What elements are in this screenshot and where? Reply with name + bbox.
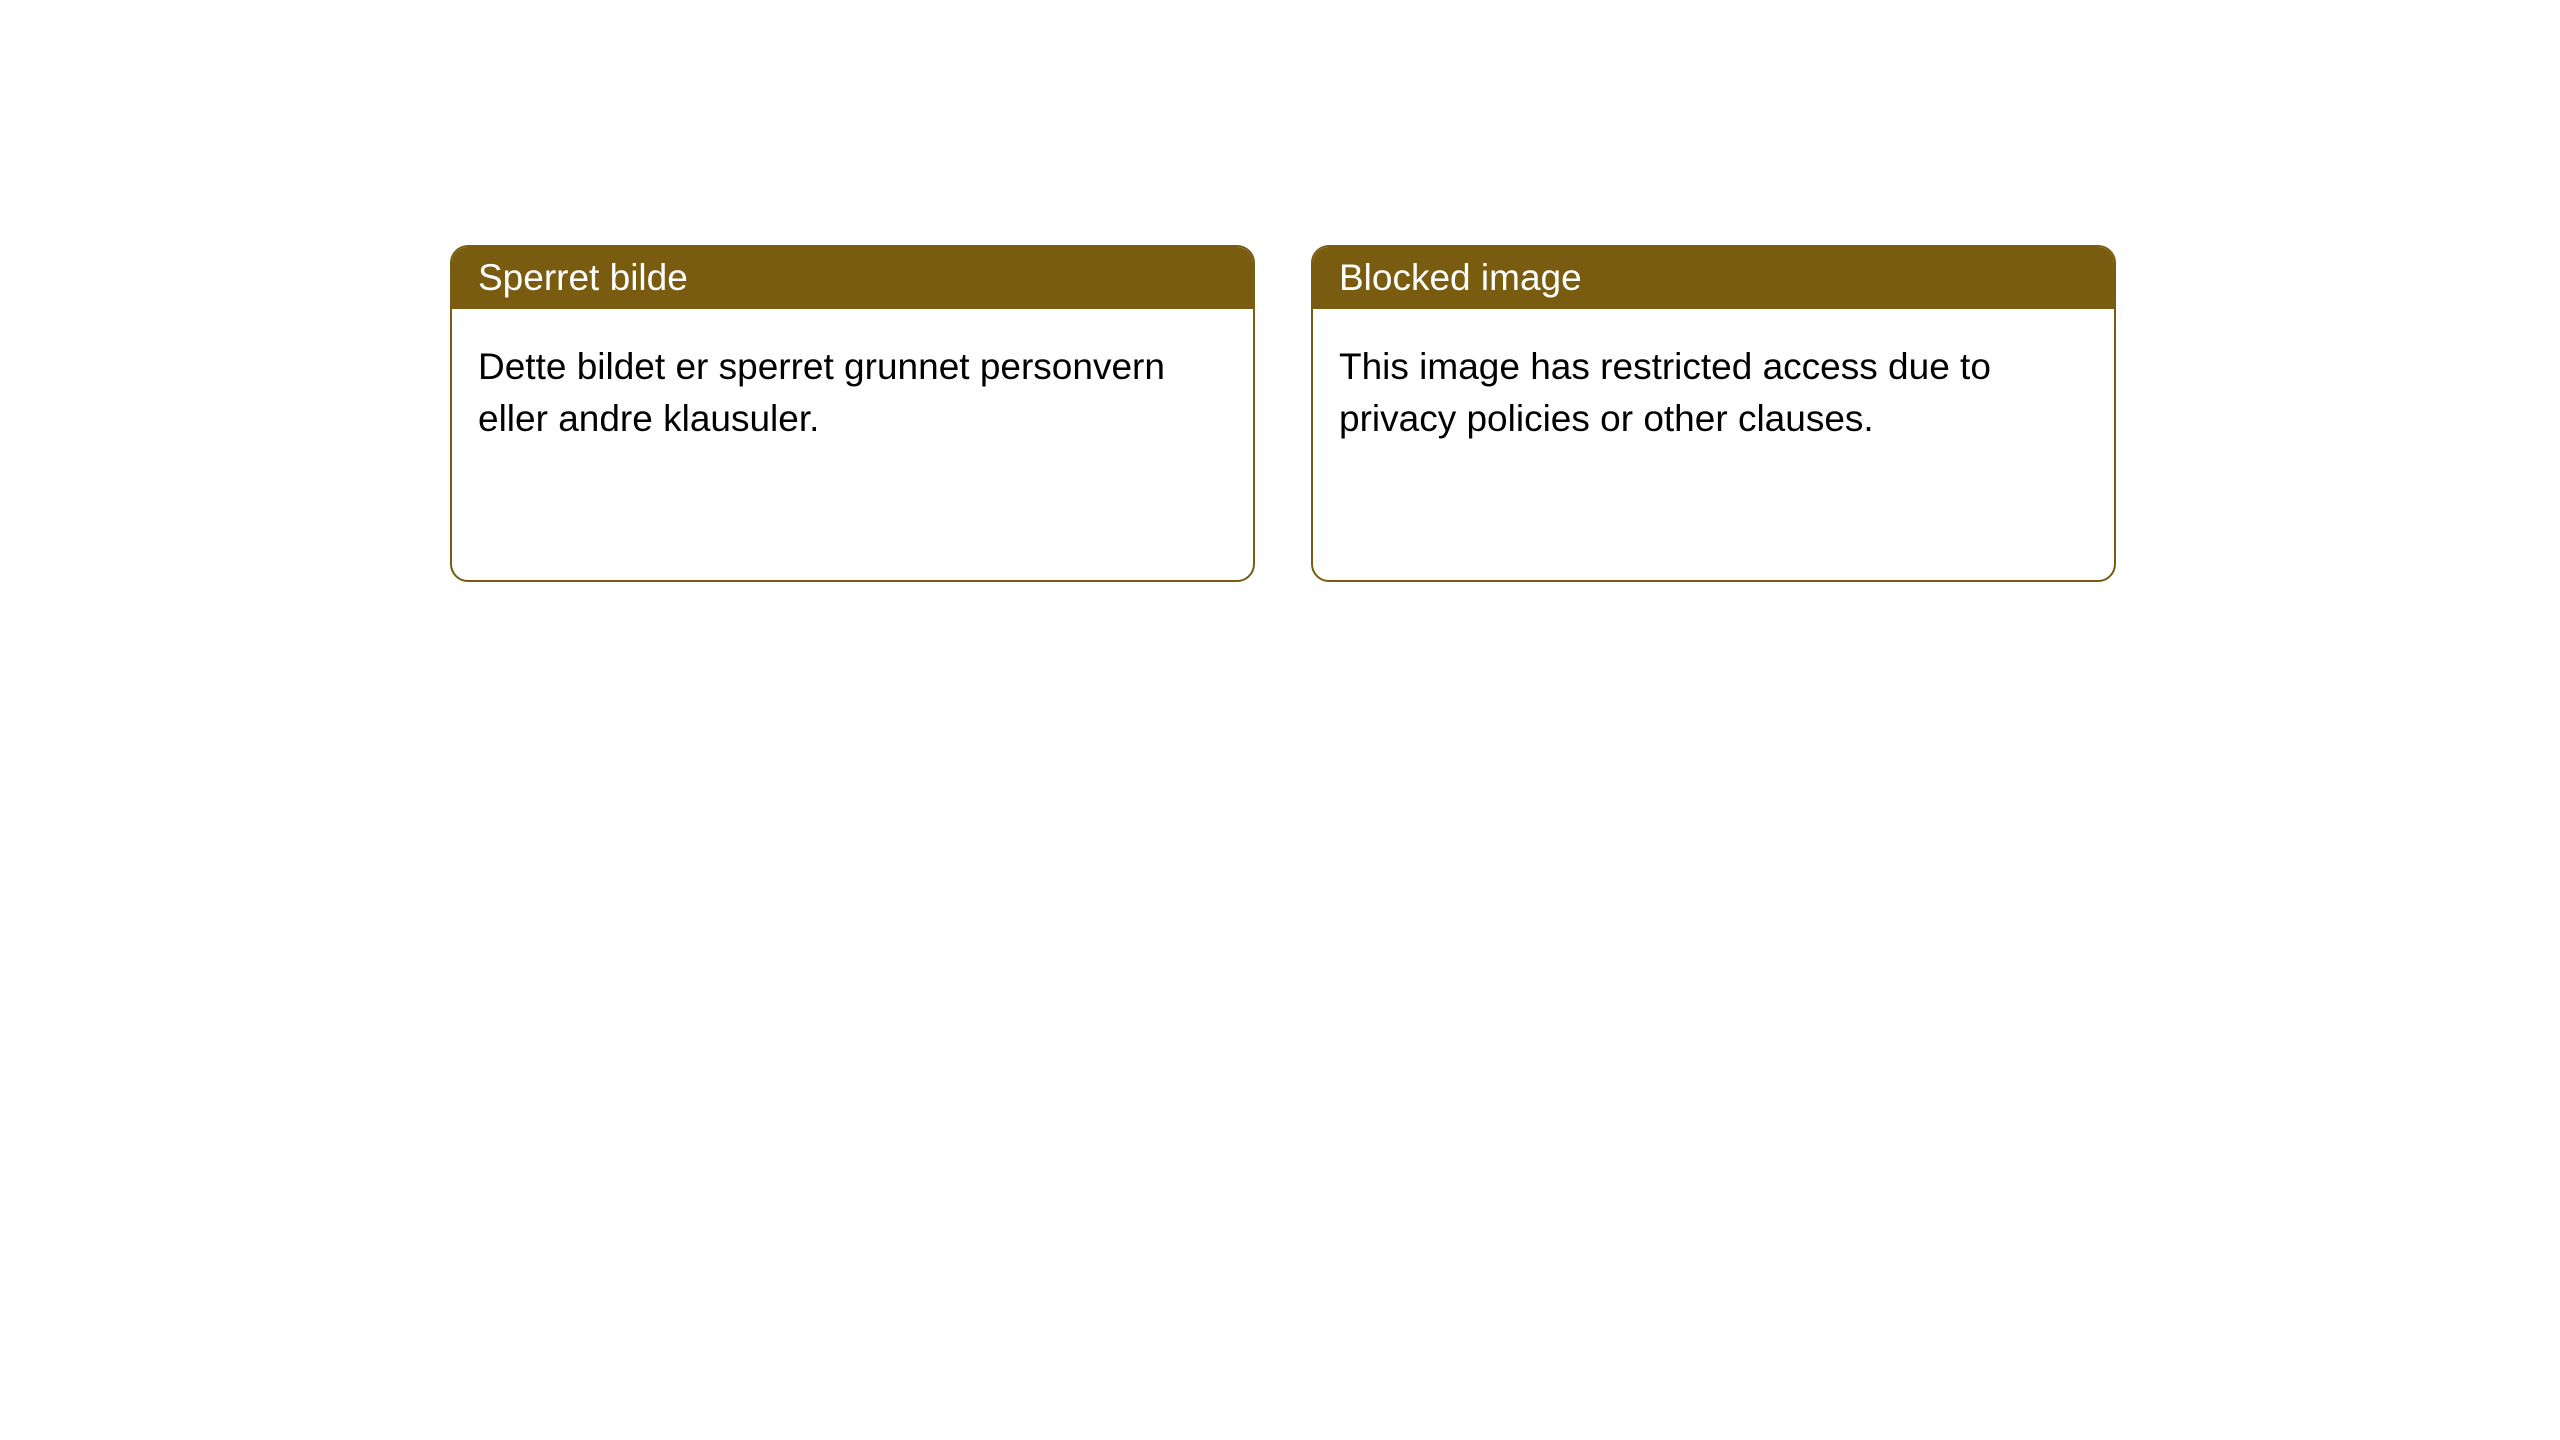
card-header: Blocked image — [1313, 247, 2114, 309]
card-english: Blocked image This image has restricted … — [1311, 245, 2116, 582]
card-header: Sperret bilde — [452, 247, 1253, 309]
card-title: Sperret bilde — [478, 257, 688, 298]
cards-container: Sperret bilde Dette bildet er sperret gr… — [0, 0, 2560, 582]
card-body: This image has restricted access due to … — [1313, 309, 2114, 477]
card-norwegian: Sperret bilde Dette bildet er sperret gr… — [450, 245, 1255, 582]
card-body: Dette bildet er sperret grunnet personve… — [452, 309, 1253, 477]
card-title: Blocked image — [1339, 257, 1582, 298]
card-body-text: This image has restricted access due to … — [1339, 346, 1991, 439]
card-body-text: Dette bildet er sperret grunnet personve… — [478, 346, 1165, 439]
